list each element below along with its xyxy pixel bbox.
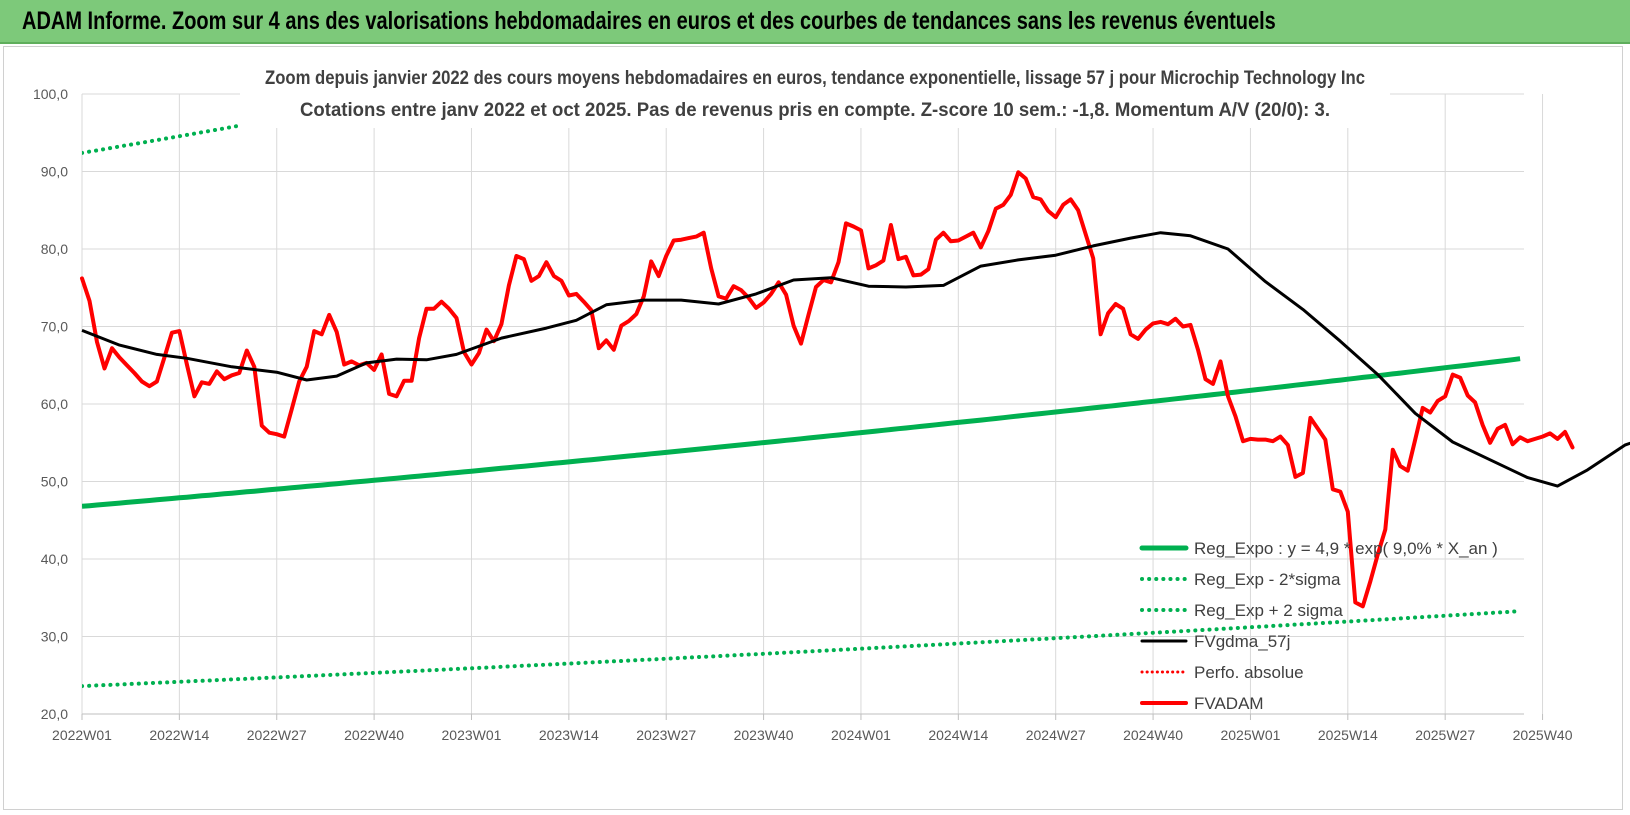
y-tick-label: 60,0	[41, 396, 68, 412]
chart-title: Zoom depuis janvier 2022 des cours moyen…	[265, 68, 1365, 89]
y-tick-label: 90,0	[41, 164, 68, 180]
legend: Reg_Expo : y = 4,9 * exp( 9,0% * X_an ) R…	[1139, 539, 1498, 713]
x-tick-label: 2024W40	[1123, 727, 1183, 743]
report-banner: ADAM Informe. Zoom sur 4 ans des valoris…	[0, 0, 1630, 44]
y-tick-label: 70,0	[41, 319, 68, 335]
x-tick-label: 2023W27	[636, 727, 696, 743]
x-tick-label: 2025W27	[1415, 727, 1475, 743]
y-tick-label: 20,0	[41, 706, 68, 722]
series-reg-exp-minus-2sigma	[82, 609, 1523, 689]
legend-label-fvadam: FVADAM	[1194, 694, 1264, 713]
chart-subtitle: Cotations entre janv 2022 et oct 2025. P…	[300, 100, 1330, 121]
grid-lines	[81, 93, 1544, 715]
legend-label-reg_minus: Reg_Exp - 2*sigma	[1194, 570, 1341, 589]
x-tick-label: 2025W01	[1220, 727, 1280, 743]
y-axis: 20,0 30,0 40,0 50,0 60,0 70,0 80,0 90,0 100,0	[33, 86, 68, 722]
y-tick-label: 50,0	[41, 474, 68, 490]
x-axis: 2022W01 2022W14 2022W27 2022W40 2023W01 2023W…	[52, 713, 1573, 743]
y-tick-label: 30,0	[41, 629, 68, 645]
legend-label-reg_expo: Reg_Expo : y = 4,9 * exp( 9,0% * X_an )	[1194, 539, 1498, 558]
x-tick-label: 2024W01	[831, 727, 891, 743]
legend-label-fvgdma: FVgdma_57j	[1194, 632, 1290, 651]
x-tick-label: 2022W27	[247, 727, 307, 743]
x-tick-label: 2025W40	[1513, 727, 1573, 743]
series-fvgdma-57j	[81, 231, 1630, 488]
series-fvadam	[80, 170, 1575, 609]
chart-title-background	[240, 58, 1390, 128]
x-tick-label: 2023W14	[539, 727, 599, 743]
x-tick-label: 2023W01	[442, 727, 502, 743]
x-tick-label: 2022W14	[149, 727, 209, 743]
legend-label-reg_plus: Reg_Exp + 2 sigma	[1194, 601, 1343, 620]
series-layer	[80, 94, 1630, 689]
x-tick-label: 2023W40	[734, 727, 794, 743]
y-tick-label: 80,0	[41, 241, 68, 257]
x-tick-label: 2022W01	[52, 727, 112, 743]
series-reg-expo	[82, 356, 1521, 509]
report-title: ADAM Informe. Zoom sur 4 ans des valoris…	[22, 7, 1276, 35]
x-tick-label: 2022W40	[344, 727, 404, 743]
x-tick-label: 2024W27	[1026, 727, 1086, 743]
y-tick-label: 40,0	[41, 551, 68, 567]
x-tick-label: 2024W14	[928, 727, 988, 743]
chart-frame	[3, 46, 1623, 810]
y-tick-label: 100,0	[33, 86, 68, 102]
legend-label-perfo: Perfo. absolue	[1194, 663, 1304, 682]
x-tick-label: 2025W14	[1318, 727, 1378, 743]
